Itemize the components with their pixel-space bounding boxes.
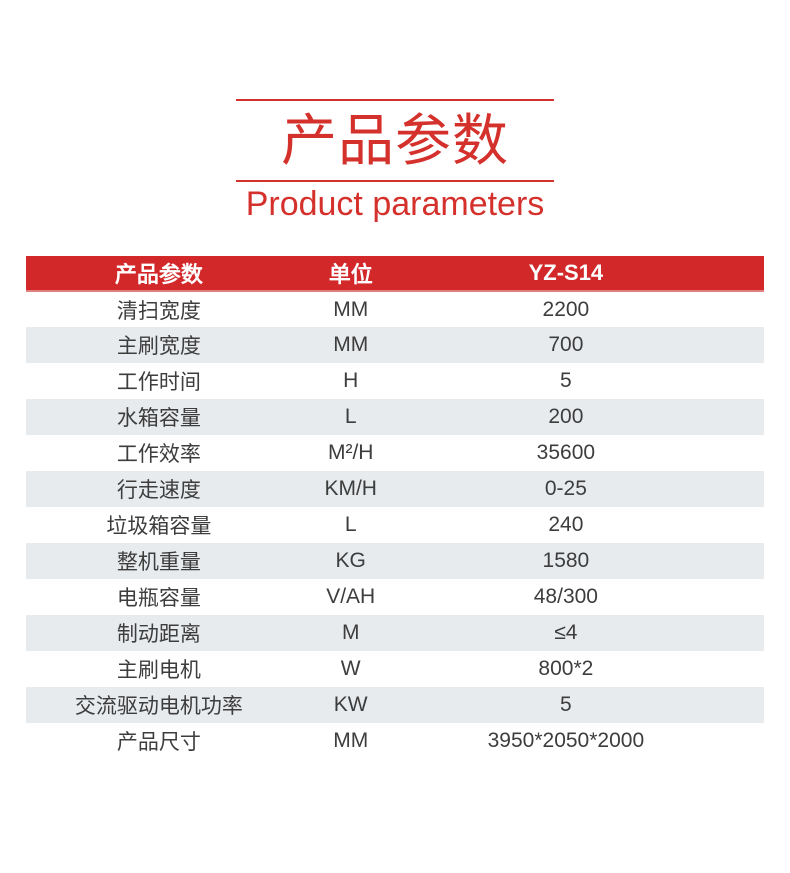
parameter-name-cell: 水箱容量 (116, 407, 201, 430)
table-row: 交流驱动电机功率 KW 5 (26, 687, 764, 723)
value-cell: 0-25 (544, 477, 587, 500)
value-cell: 1580 (542, 549, 590, 572)
value-cell: 48/300 (533, 585, 598, 608)
parameter-name-cell: 工作时间 (116, 371, 201, 394)
value-cell: 5 (560, 693, 572, 716)
unit-cell: H (343, 369, 359, 392)
title-block: 产品参数 Product parameters (0, 0, 790, 223)
value-cell: 5 (560, 369, 572, 392)
title-top-rule (236, 99, 554, 101)
unit-cell: M (341, 621, 360, 644)
table-row: 整机重量 KG 1580 (26, 543, 764, 579)
unit-cell: W (340, 657, 361, 680)
unit-cell: MM (333, 729, 369, 752)
unit-cell: M²/H (327, 441, 374, 464)
unit-cell: KM/H (324, 477, 377, 500)
unit-cell: KG (335, 549, 366, 572)
parameter-name-cell: 垃圾箱容量 (106, 515, 212, 538)
parameter-name-cell: 主刷电机 (116, 659, 201, 682)
parameter-name-cell: 工作效率 (116, 443, 201, 466)
table-row: 电瓶容量 V/AH 48/300 (26, 579, 764, 615)
value-cell: 200 (548, 405, 584, 428)
value-cell: 700 (548, 333, 584, 356)
value-cell: 240 (548, 513, 584, 536)
parameter-name-cell: 产品尺寸 (116, 731, 201, 754)
unit-cell: V/AH (326, 585, 376, 608)
unit-cell: L (344, 513, 357, 536)
unit-cell: MM (333, 333, 369, 356)
table-row: 水箱容量 L 200 (26, 399, 764, 435)
value-cell: ≤4 (554, 621, 578, 644)
parameter-name-cell: 制动距离 (116, 623, 201, 646)
value-cell: 2200 (542, 297, 590, 321)
table-row: 主刷宽度 MM 700 (26, 327, 764, 363)
table-row: 清扫宽度 MM 2200 (26, 291, 764, 327)
parameter-name-cell: 整机重量 (116, 551, 201, 574)
unit-cell: L (344, 405, 357, 428)
spec-table: 产品参数 单位 YZ-S14 清扫宽度 MM 2200 主刷宽度 MM 700 工作时间 H 5… (26, 256, 764, 759)
column-header-parameter: 产品参数 (26, 256, 292, 292)
parameter-name-cell: 交流驱动电机功率 (74, 695, 243, 718)
page-title-zh: 产品参数 (281, 109, 509, 172)
value-cell: 3950*2050*2000 (487, 729, 645, 752)
value-cell: 800*2 (538, 657, 594, 680)
table-row: 垃圾箱容量 L 240 (26, 507, 764, 543)
column-header-unit: 单位 (291, 256, 410, 292)
table-header-row: 产品参数 单位 YZ-S14 (26, 256, 764, 292)
table-row: 工作效率 M²/H 35600 (26, 435, 764, 471)
value-cell: 35600 (536, 441, 596, 464)
unit-cell: MM (333, 297, 369, 321)
table-row: 产品尺寸 MM 3950*2050*2000 (26, 723, 764, 759)
column-header-model: YZ-S14 (409, 256, 764, 292)
title-bottom-rule (236, 180, 554, 182)
page-title-en: Product parameters (245, 185, 545, 223)
parameter-name-cell: 行走速度 (116, 479, 201, 502)
table-row: 工作时间 H 5 (26, 363, 764, 399)
table-row: 行走速度 KM/H 0-25 (26, 471, 764, 507)
parameter-name-cell: 清扫宽度 (116, 299, 201, 323)
parameter-name-cell: 主刷宽度 (116, 335, 201, 358)
parameter-name-cell: 电瓶容量 (116, 587, 201, 610)
unit-cell: KW (333, 693, 368, 716)
table-row: 制动距离 M ≤4 (26, 615, 764, 651)
table-row: 主刷电机 W 800*2 (26, 651, 764, 687)
